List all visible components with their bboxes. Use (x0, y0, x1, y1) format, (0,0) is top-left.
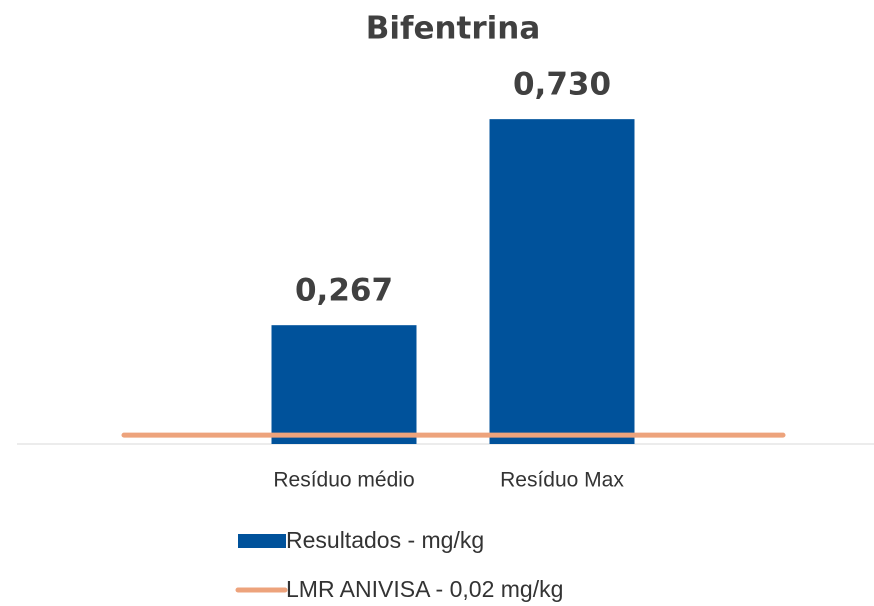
bar (271, 325, 417, 444)
data-label: 0,267 (295, 273, 393, 309)
data-label: 0,730 (513, 67, 611, 103)
bar (489, 119, 635, 445)
chart-title: Bifentrina (366, 11, 541, 47)
legend-label: Resultados - mg/kg (286, 527, 484, 553)
x-tick-label: Resíduo Max (500, 469, 624, 492)
x-tick-label: Resíduo médio (273, 469, 414, 492)
legend-label: LMR ANIVISA - 0,02 mg/kg (286, 576, 563, 602)
legend-swatch (238, 534, 286, 548)
